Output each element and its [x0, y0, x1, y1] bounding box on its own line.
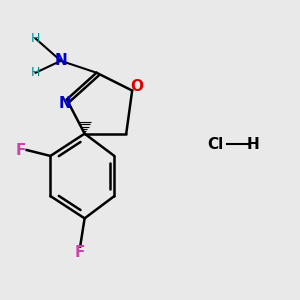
Text: F: F [75, 245, 85, 260]
Text: N: N [55, 53, 67, 68]
Text: H: H [246, 136, 259, 152]
Text: N: N [59, 96, 72, 111]
Text: H: H [31, 32, 40, 45]
Text: F: F [16, 142, 26, 158]
Text: O: O [130, 79, 143, 94]
Text: Cl: Cl [207, 136, 224, 152]
Text: H: H [31, 66, 40, 79]
